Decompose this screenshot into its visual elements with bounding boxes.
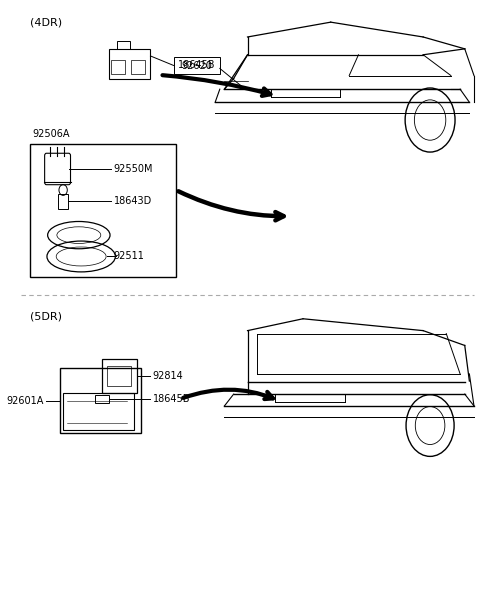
Bar (30, 144, 176, 277)
Bar (60, 368, 141, 433)
Bar (111, 60, 125, 74)
Bar (109, 49, 150, 79)
Text: 18645B: 18645B (178, 60, 216, 70)
Bar (107, 365, 131, 386)
Bar (95, 395, 109, 403)
Text: (4DR): (4DR) (30, 18, 62, 28)
Text: 92814: 92814 (153, 371, 183, 381)
Bar (174, 57, 220, 74)
Text: 92511: 92511 (113, 252, 144, 262)
Bar (58, 194, 68, 209)
Bar (131, 60, 145, 74)
Bar (63, 393, 134, 430)
Text: 92620: 92620 (181, 61, 212, 72)
Text: 92506A: 92506A (33, 129, 70, 139)
Bar (102, 359, 137, 393)
Text: (5DR): (5DR) (30, 311, 62, 321)
Text: 92601A: 92601A (7, 396, 44, 406)
Text: 92550M: 92550M (113, 164, 153, 174)
Text: 18645B: 18645B (153, 395, 190, 405)
Text: 18643D: 18643D (113, 196, 152, 206)
Bar (117, 41, 130, 49)
